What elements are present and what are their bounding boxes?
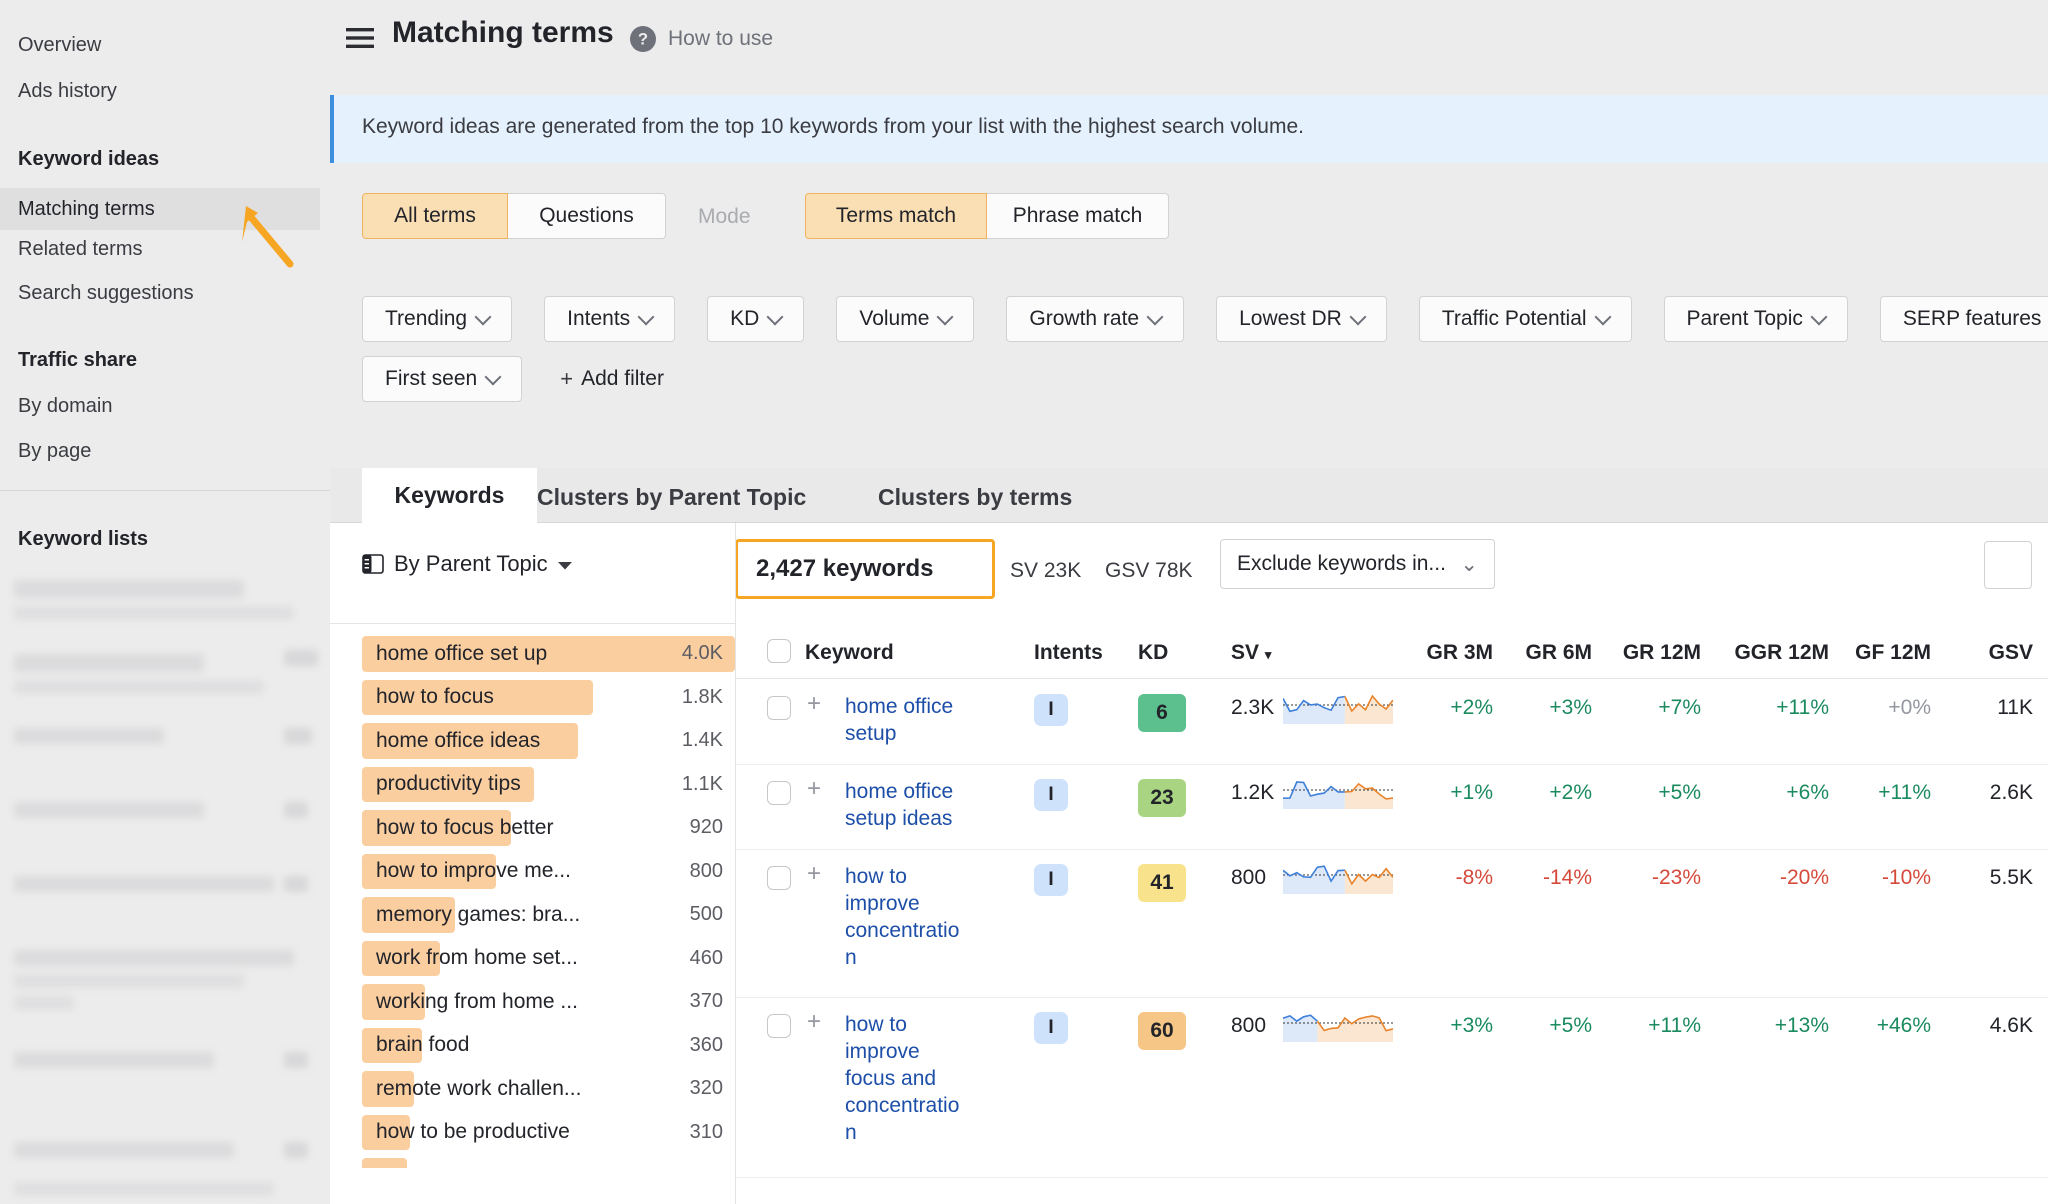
svg-text:?: ? [638,30,648,49]
